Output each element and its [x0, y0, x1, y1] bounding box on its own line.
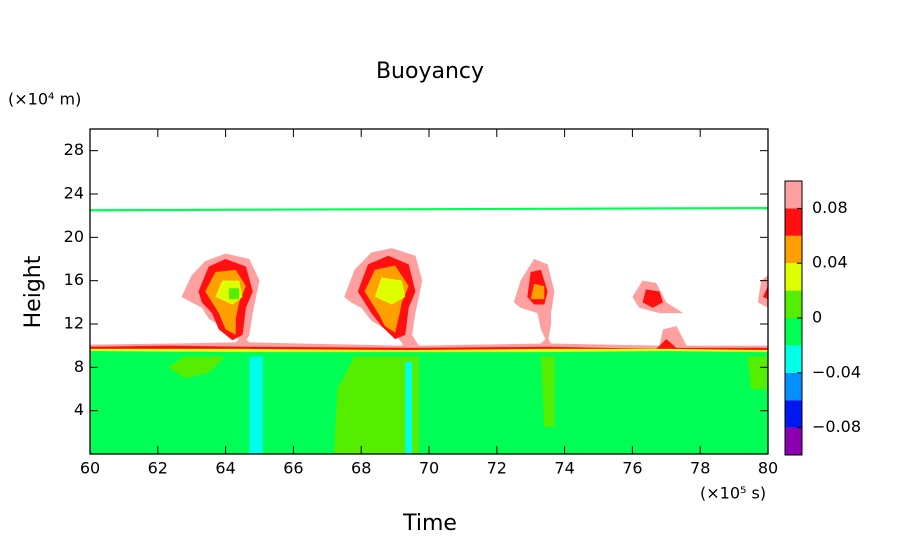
contour-region: [757, 275, 768, 308]
colorbar-tick-label: −0.04: [812, 362, 861, 381]
contour-region: [642, 289, 663, 308]
contour-region: [530, 283, 545, 300]
y-tick-label: 12: [64, 314, 84, 333]
contour-region: [374, 277, 406, 305]
contour-region: [405, 361, 413, 454]
y-axis-label: Height: [21, 255, 46, 328]
x-axis-label: Time: [402, 511, 457, 536]
colorbar-tick-label: 0: [812, 308, 822, 327]
contour-region: [167, 356, 226, 379]
colorbar-band: [785, 181, 802, 209]
y-unit: (×10⁴ m): [8, 90, 81, 109]
contour-region: [249, 356, 263, 454]
y-tick-label: 20: [64, 227, 84, 246]
x-tick-label: 80: [758, 459, 778, 478]
contour-region: [747, 356, 768, 389]
y-tick-label: 16: [64, 270, 84, 289]
x-tick-label: 78: [690, 459, 710, 478]
x-tick-label: 64: [215, 459, 235, 478]
colorbar-band: [785, 427, 802, 455]
x-tick-label: 74: [554, 459, 574, 478]
contour-region: [540, 356, 555, 427]
colorbar-band: [785, 290, 802, 318]
colorbar-band: [785, 400, 802, 428]
colorbar-tick-label: 0.04: [812, 253, 848, 272]
x-tick-label: 76: [622, 459, 642, 478]
x-unit: (×10⁵ s): [700, 484, 766, 503]
y-tick-label: 28: [64, 140, 84, 159]
chart-title: Buoyancy: [376, 59, 484, 84]
x-tick-label: 60: [80, 459, 100, 478]
y-tick-label: 4: [74, 400, 84, 419]
contour-region: [228, 288, 240, 300]
x-tick-label: 70: [419, 459, 439, 478]
y-tick-label: 8: [74, 357, 84, 376]
x-tick-label: 66: [283, 459, 303, 478]
x-tick-label: 72: [487, 459, 507, 478]
colorbar-band: [785, 318, 802, 346]
x-tick-label: 62: [148, 459, 168, 478]
contour-field: [90, 207, 768, 454]
y-tick-label: 24: [64, 184, 84, 203]
colorbar-band: [785, 372, 802, 401]
contour-region: [334, 356, 419, 454]
colorbar-band: [785, 345, 802, 373]
colorbar-band: [785, 235, 802, 264]
contour-region: [762, 286, 768, 300]
colorbar-tick-label: −0.08: [812, 417, 861, 436]
x-tick-label: 68: [351, 459, 371, 478]
colorbar-band: [785, 208, 802, 236]
colorbar-band: [785, 263, 802, 291]
contour-region: [90, 207, 768, 212]
colorbar-tick-label: 0.08: [812, 198, 848, 217]
